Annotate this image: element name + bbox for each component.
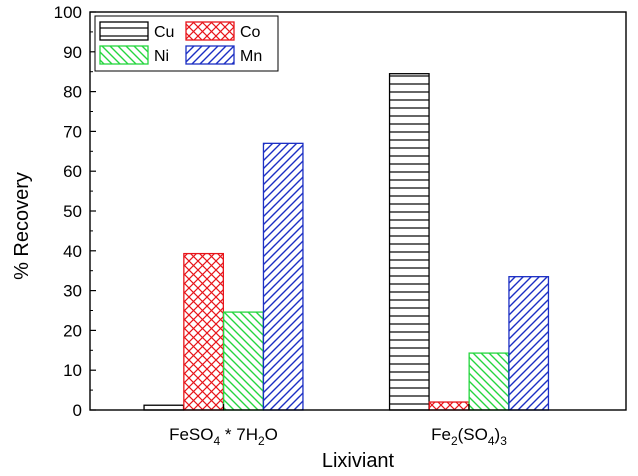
x-tick-labels: FeSO4 * 7H2O Fe2(SO4)3 xyxy=(169,425,507,448)
y-tick-label: 90 xyxy=(63,43,82,62)
legend-label-ni: Ni xyxy=(154,48,169,65)
y-tick-label: 0 xyxy=(73,401,82,420)
legend-label-mn: Mn xyxy=(240,48,262,65)
y-tick-label: 70 xyxy=(63,122,82,141)
y-tick-label: 40 xyxy=(63,242,82,261)
bar-ni-cat2 xyxy=(468,352,510,411)
y-tick-label: 30 xyxy=(63,282,82,301)
bar-co-cat1 xyxy=(183,252,225,411)
legend-swatch-cu xyxy=(99,21,149,41)
y-tick-label: 20 xyxy=(63,321,82,340)
legend-label-co: Co xyxy=(240,24,261,41)
legend-swatch-co xyxy=(185,21,235,41)
legend-swatch-mn xyxy=(185,45,235,65)
y-tick-label: 50 xyxy=(63,202,82,221)
x-tick-label: Fe2(SO4)3 xyxy=(431,425,507,448)
y-tick-label: 60 xyxy=(63,162,82,181)
legend-swatch-ni xyxy=(99,45,149,65)
plot-area-frame xyxy=(89,11,627,411)
bar-cu-cat1 xyxy=(143,404,185,411)
y-axis-ticks xyxy=(90,11,96,411)
bar-ni-cat1 xyxy=(222,311,264,411)
y-axis-title: % Recovery xyxy=(11,172,33,280)
y-tick-label: 10 xyxy=(63,361,82,380)
x-tick-label: FeSO4 * 7H2O xyxy=(169,425,278,448)
y-tick-label: 100 xyxy=(54,3,82,22)
bar-mn-cat2 xyxy=(508,276,550,411)
x-axis-ticks xyxy=(222,404,470,410)
bar-co-cat2 xyxy=(428,401,470,411)
y-tick-labels: 0 10 20 30 40 50 60 70 80 90 100 xyxy=(54,3,82,420)
bar-cu-cat2 xyxy=(388,73,430,411)
legend-label-cu: Cu xyxy=(154,24,174,41)
bars-group xyxy=(143,73,550,411)
x-axis-title: Lixiviant xyxy=(322,450,395,472)
bar-mn-cat1 xyxy=(262,142,304,411)
y-tick-label: 80 xyxy=(63,83,82,102)
legend: Cu Co Ni Mn xyxy=(94,15,279,72)
